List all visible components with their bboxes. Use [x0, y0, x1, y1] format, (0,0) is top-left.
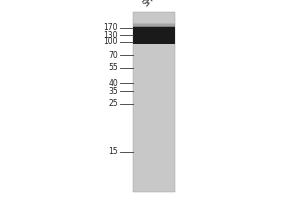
Text: 70: 70	[108, 50, 118, 60]
Text: 25: 25	[108, 99, 118, 108]
Text: 100: 100	[103, 38, 118, 46]
Bar	[133, 24, 175, 25]
Text: 40: 40	[108, 78, 118, 88]
Bar	[133, 27, 175, 44]
Text: SH-SY5Y: SH-SY5Y	[142, 0, 171, 8]
Text: 130: 130	[103, 30, 118, 40]
Bar	[133, 12, 175, 192]
Text: 170: 170	[103, 23, 118, 32]
Bar	[133, 25, 175, 27]
Text: 15: 15	[108, 148, 118, 156]
Text: 55: 55	[108, 64, 118, 72]
Text: 35: 35	[108, 86, 118, 96]
Bar	[133, 22, 175, 24]
